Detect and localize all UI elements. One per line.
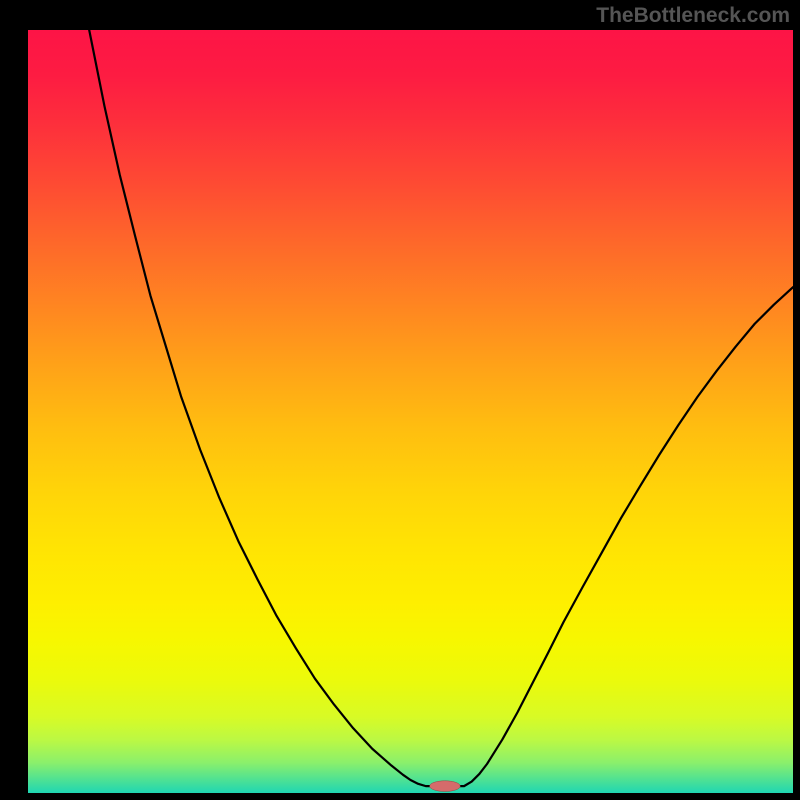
- bottleneck-chart: [0, 0, 800, 800]
- chart-container: TheBottleneck.com: [0, 0, 800, 800]
- border-right: [793, 0, 800, 800]
- watermark-text: TheBottleneck.com: [596, 4, 790, 28]
- plot-background: [28, 30, 793, 793]
- border-left: [0, 0, 28, 800]
- minimum-marker: [430, 781, 461, 792]
- border-bottom: [0, 793, 800, 800]
